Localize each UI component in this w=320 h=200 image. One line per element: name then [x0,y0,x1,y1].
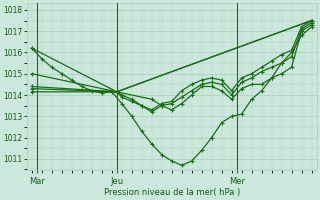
X-axis label: Pression niveau de la mer( hPa ): Pression niveau de la mer( hPa ) [104,188,240,197]
